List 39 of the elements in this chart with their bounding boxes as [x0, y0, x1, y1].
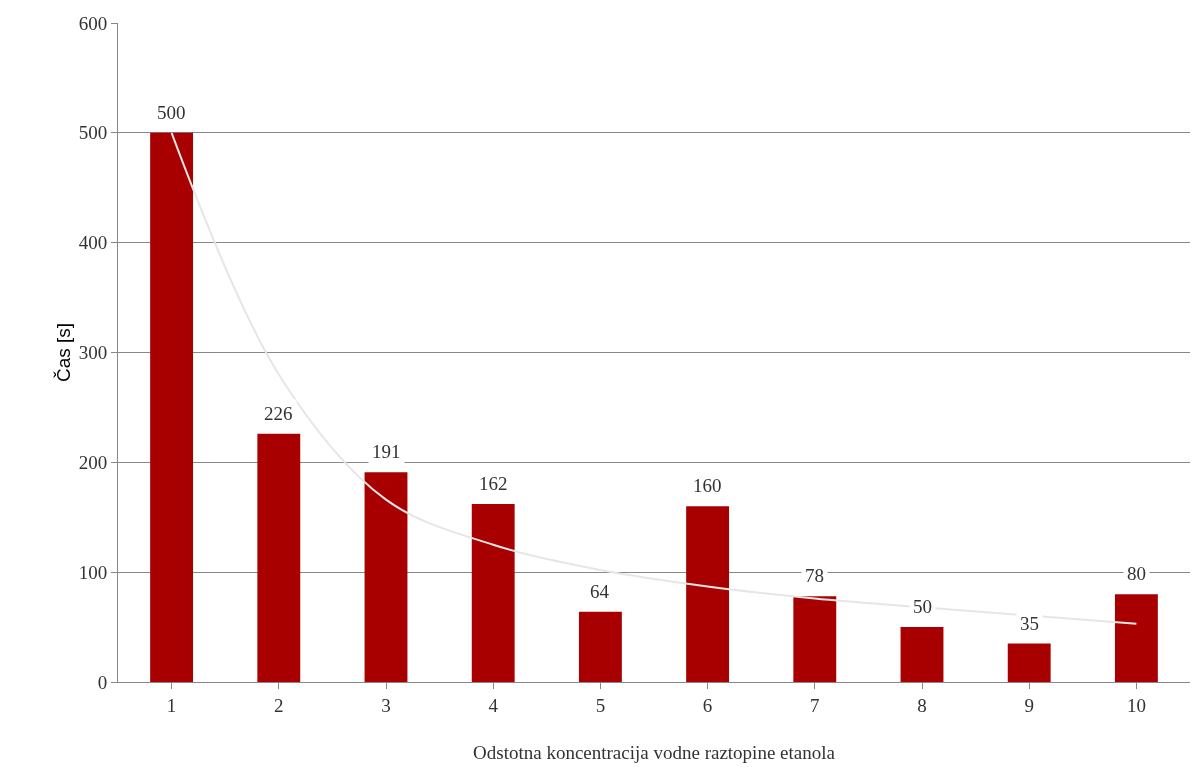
y-tick-label: 0: [97, 671, 108, 693]
x-tick-label: 6: [702, 694, 713, 716]
data-label: 162: [479, 473, 508, 494]
x-tick-label: 4: [488, 694, 499, 716]
x-tick-label: 3: [381, 694, 391, 716]
data-label: 80: [1127, 563, 1146, 584]
data-label: 500: [157, 102, 186, 123]
data-label: 160: [693, 475, 722, 496]
data-label: 35: [1020, 613, 1039, 634]
x-tick-label: 2: [274, 694, 284, 716]
bar: [900, 627, 944, 682]
y-tick-label: 100: [78, 561, 108, 583]
y-tick-label: 500: [78, 122, 108, 144]
bar: [364, 472, 408, 682]
bar: [793, 596, 837, 682]
x-tick-label: 1: [166, 694, 177, 716]
bar: [471, 504, 515, 682]
y-tick-label: 300: [78, 342, 108, 364]
data-label: 191: [372, 441, 401, 462]
x-tick-label: 9: [1024, 694, 1034, 716]
bar: [1007, 643, 1051, 682]
x-tick-label: 5: [595, 694, 606, 716]
data-label: 64: [590, 581, 610, 602]
bar: [257, 433, 301, 682]
y-tick-label: 400: [78, 232, 108, 254]
bar: [150, 132, 194, 682]
y-tick-label: 200: [78, 451, 108, 473]
x-axis-title: Odstotna koncentracija vodne raztopine etanola: [473, 741, 836, 763]
y-axis-title: Čas [s]: [53, 322, 74, 383]
y-tick-label: 600: [78, 12, 108, 34]
x-tick-label: 8: [917, 694, 927, 716]
x-tick-label: 10: [1126, 694, 1146, 716]
bar: [578, 611, 622, 682]
data-label: 50: [913, 596, 932, 617]
bar: [686, 506, 730, 682]
bar: [1114, 594, 1158, 682]
data-label: 226: [264, 403, 293, 424]
data-label: 78: [805, 565, 824, 586]
x-tick-label: 7: [810, 694, 820, 716]
